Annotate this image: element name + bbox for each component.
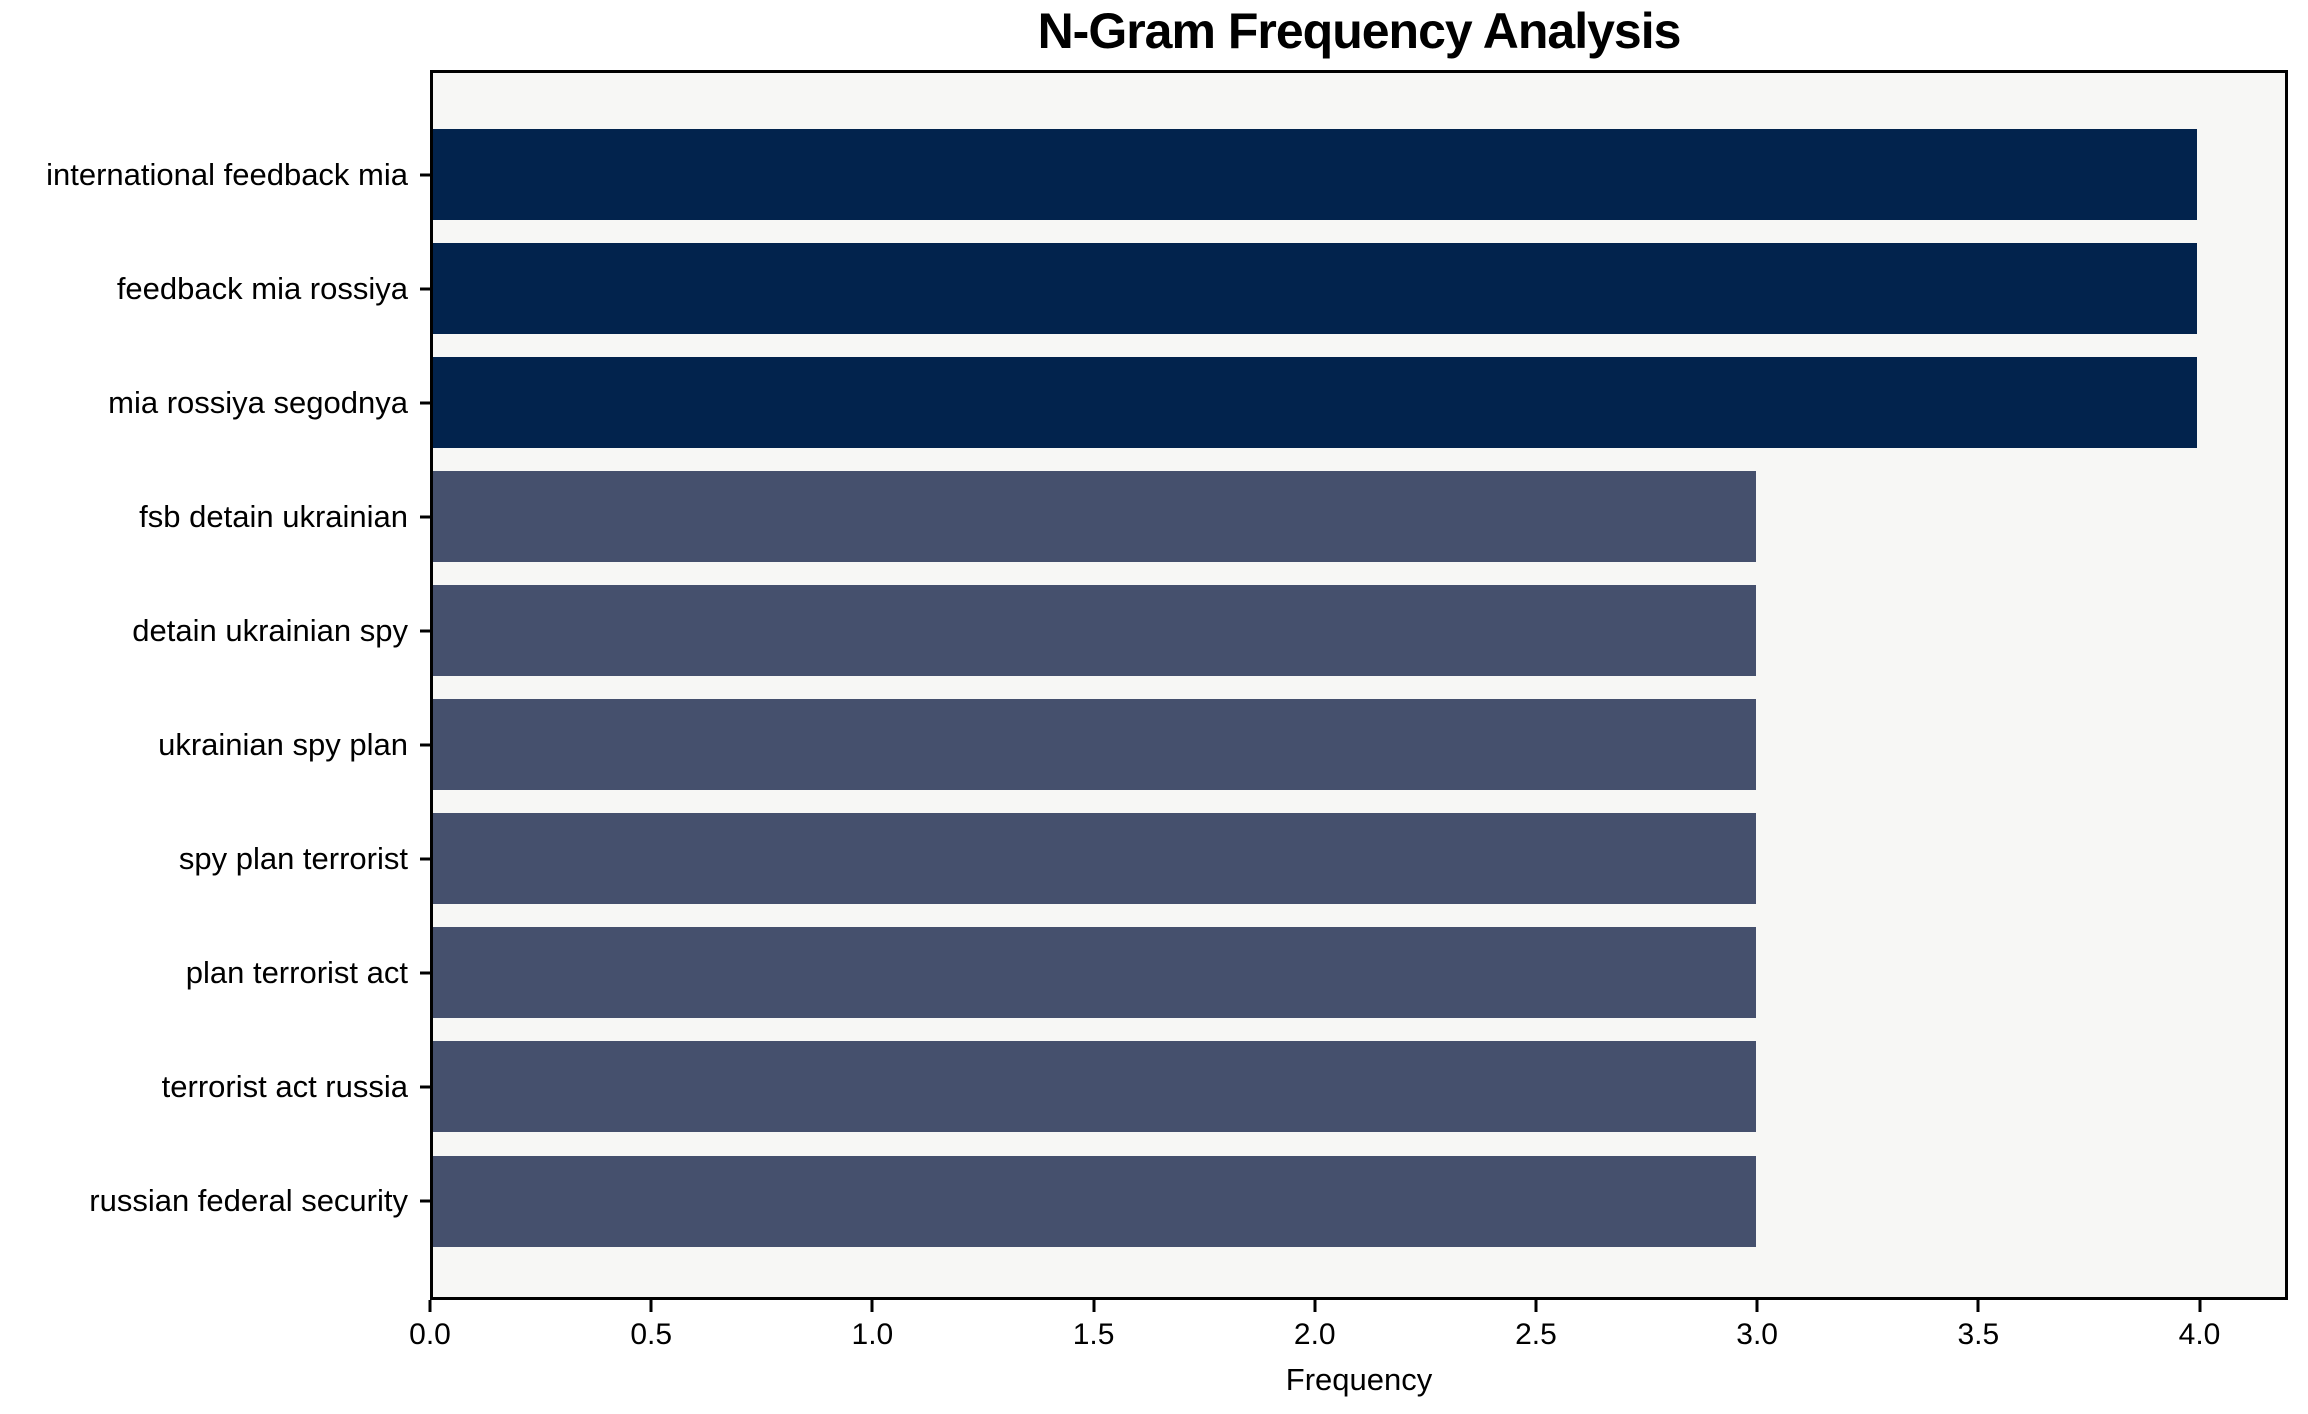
y-tick-label: ukrainian spy plan: [158, 726, 408, 762]
y-tick-mark: [420, 971, 430, 975]
y-tick-label: russian federal security: [89, 1182, 408, 1218]
x-tick-mark: [1755, 1300, 1759, 1312]
bar: [433, 927, 1756, 1019]
x-tick-label: 2.5: [1515, 1318, 1557, 1351]
x-tick-mark: [870, 1300, 874, 1312]
y-tick-label: detain ukrainian spy: [132, 612, 408, 648]
bar-row: [433, 357, 2285, 449]
bar: [433, 471, 1756, 563]
bar: [433, 585, 1756, 677]
y-tick-mark: [420, 287, 430, 291]
y-axis-labels: international feedback mia feedback mia r…: [0, 70, 408, 1300]
y-tick-label: terrorist act russia: [161, 1068, 408, 1104]
x-axis: 0.0 0.5 1.0 1.5 2.0 2.5 3.0 3.5 4.0: [409, 1300, 2288, 1360]
bar-row: [433, 699, 2285, 791]
x-tick-mark: [1092, 1300, 1096, 1312]
x-tick-mark: [1313, 1300, 1317, 1312]
y-tick-mark: [420, 857, 430, 861]
x-tick-label: 0.5: [630, 1318, 673, 1351]
y-tick-mark: [420, 629, 430, 633]
x-tick-label: 3.5: [1957, 1318, 2000, 1351]
bar: [433, 1155, 1756, 1247]
x-tick-mark: [1534, 1300, 1538, 1312]
y-tick-label: spy plan terrorist: [178, 840, 408, 876]
bar-row: [433, 927, 2285, 1019]
y-tick-mark: [420, 401, 430, 405]
x-tick-label: 3.0: [1736, 1318, 1778, 1351]
y-tick-label: international feedback mia: [46, 156, 408, 192]
bar-row: [433, 1155, 2285, 1247]
bar: [433, 1041, 1756, 1133]
y-tick-mark: [420, 743, 430, 747]
x-tick-label: 1.5: [1072, 1318, 1115, 1351]
bar-row: [433, 585, 2285, 677]
bar: [433, 243, 2197, 335]
y-tick-mark: [420, 173, 430, 176]
x-tick-label: 0.0: [409, 1318, 451, 1351]
x-tick-mark: [428, 1300, 432, 1312]
bar-row: [433, 813, 2285, 905]
bar-row: [433, 129, 2285, 220]
y-tick-label: plan terrorist act: [185, 954, 408, 990]
bar-row: [433, 243, 2285, 335]
y-tick-mark: [420, 1199, 430, 1203]
y-tick-label: fsb detain ukrainian: [139, 498, 408, 534]
bar: [433, 129, 2197, 220]
bar-row: [433, 471, 2285, 563]
x-tick-mark: [649, 1300, 653, 1312]
bar: [433, 699, 1756, 791]
bar: [433, 357, 2197, 449]
y-tick-mark: [420, 515, 430, 519]
bar-row: [433, 1041, 2285, 1133]
x-tick-mark: [1976, 1300, 1980, 1312]
x-tick-label: 2.0: [1293, 1318, 1336, 1351]
plot-area: [430, 70, 2288, 1300]
y-tick-mark: [420, 1085, 430, 1089]
y-axis-ticks: [420, 70, 430, 1300]
x-axis-title: Frequency: [1285, 1362, 1433, 1397]
chart-title: N-Gram Frequency Analysis: [1037, 3, 1682, 59]
x-tick-label: 4.0: [2178, 1318, 2221, 1351]
x-tick-label: 1.0: [851, 1318, 894, 1351]
y-tick-label: mia rossiya segodnya: [108, 384, 408, 420]
x-tick-mark: [2198, 1300, 2202, 1312]
bar: [433, 813, 1756, 905]
y-tick-label: feedback mia rossiya: [116, 270, 408, 306]
